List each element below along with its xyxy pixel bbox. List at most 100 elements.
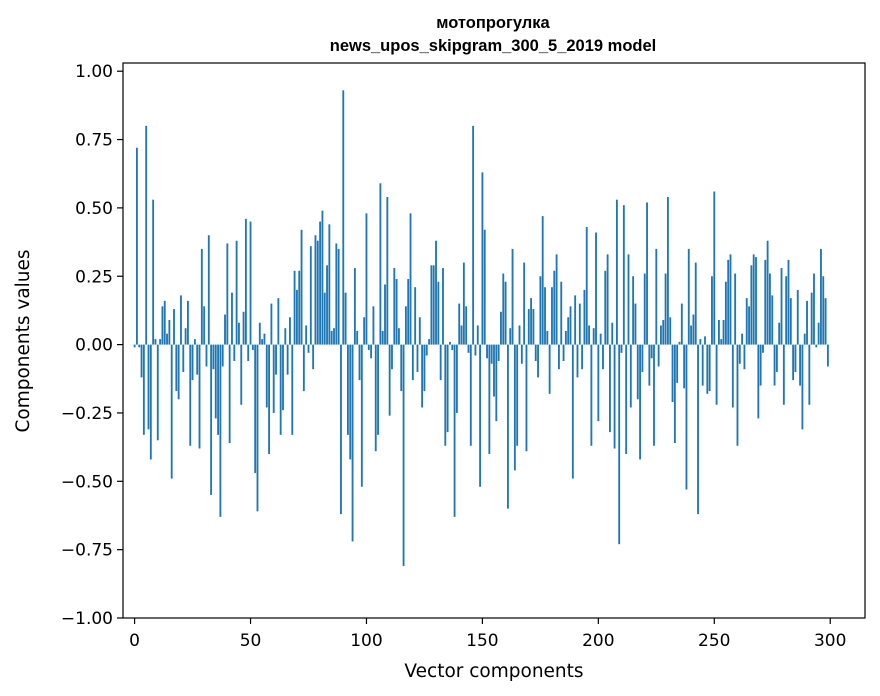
bar <box>558 344 560 370</box>
bar <box>407 278 410 345</box>
x-tick-label: 250 <box>698 631 730 651</box>
bar <box>152 199 155 345</box>
bar <box>400 344 403 392</box>
bar <box>708 344 711 392</box>
bar <box>200 248 203 345</box>
bar <box>300 229 303 345</box>
bar <box>641 344 644 372</box>
bar <box>717 320 720 345</box>
bar <box>469 344 472 446</box>
y-tick-label: −0.50 <box>61 472 113 492</box>
bar <box>333 328 335 345</box>
bar <box>166 333 168 345</box>
bar <box>388 344 391 416</box>
bar <box>321 210 324 345</box>
y-tick-label: 0.50 <box>75 199 113 219</box>
bar <box>537 344 539 378</box>
bar <box>254 344 257 474</box>
bar <box>147 344 150 430</box>
bar <box>655 248 658 345</box>
bar <box>381 330 384 345</box>
bar <box>678 341 681 345</box>
bar <box>567 317 570 345</box>
bar <box>149 344 152 460</box>
bar <box>476 325 479 345</box>
bar <box>820 248 822 345</box>
bar <box>425 344 428 356</box>
bar <box>611 322 614 345</box>
bar <box>576 344 579 378</box>
bar <box>775 344 778 372</box>
bar <box>690 325 693 345</box>
bar <box>697 344 699 515</box>
bar <box>210 344 213 495</box>
bar <box>337 248 340 345</box>
bar <box>442 268 444 345</box>
bar <box>810 292 813 345</box>
bar <box>462 262 465 345</box>
bar <box>650 344 653 359</box>
bar <box>221 344 224 367</box>
y-tick-label: −1.00 <box>61 609 113 629</box>
bar <box>762 344 764 353</box>
bar <box>745 298 748 345</box>
bar <box>295 289 298 345</box>
bar <box>713 191 716 345</box>
bar <box>588 325 590 345</box>
bar <box>532 309 535 345</box>
bar <box>340 344 342 515</box>
bar <box>217 344 219 435</box>
plot-frame <box>122 62 866 619</box>
bar <box>142 344 145 435</box>
bar <box>138 344 141 348</box>
bar <box>729 254 732 345</box>
bar <box>483 229 486 345</box>
bar <box>759 344 762 386</box>
bar <box>421 344 424 408</box>
bar <box>196 344 199 375</box>
bar <box>439 344 442 381</box>
bar <box>578 303 581 345</box>
bar <box>711 276 713 345</box>
bar <box>782 344 785 405</box>
bar <box>773 344 776 386</box>
bar <box>342 90 345 345</box>
bar <box>458 303 461 345</box>
bar <box>620 344 623 353</box>
bar <box>277 298 280 345</box>
bar <box>646 202 648 345</box>
bar <box>395 278 398 345</box>
bar <box>319 221 322 345</box>
bar <box>191 344 194 381</box>
bar <box>384 284 386 345</box>
bar <box>495 344 498 422</box>
bar <box>372 306 375 345</box>
bar <box>778 322 781 345</box>
bar <box>571 344 574 479</box>
x-axis-label: Vector components <box>404 661 583 682</box>
bar <box>785 276 788 345</box>
bar <box>653 344 655 446</box>
bar <box>824 298 827 345</box>
bar <box>453 344 456 517</box>
x-tick-label: 50 <box>240 631 262 651</box>
bar <box>351 344 354 542</box>
bar <box>370 344 373 359</box>
bar <box>365 213 368 345</box>
bar <box>140 344 143 378</box>
bar <box>451 344 454 351</box>
bar <box>801 344 804 430</box>
bar <box>799 344 801 386</box>
bar <box>455 344 458 413</box>
bar <box>731 344 734 408</box>
bar <box>449 341 451 345</box>
bar <box>170 344 173 479</box>
bar <box>435 240 437 345</box>
bar <box>328 224 331 345</box>
bar <box>806 300 808 345</box>
x-tick-label: 0 <box>129 631 140 651</box>
bar <box>685 344 688 490</box>
bar <box>398 328 400 345</box>
bar <box>755 257 757 345</box>
bar <box>298 270 301 345</box>
